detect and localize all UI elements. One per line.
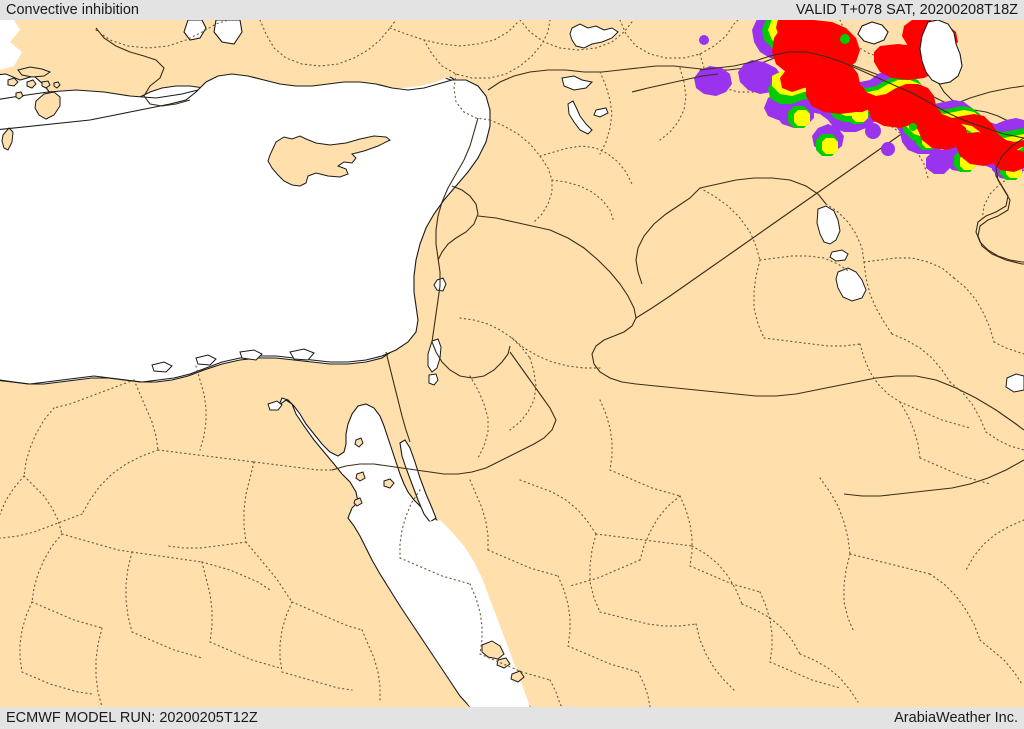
delta-lake-1 (151, 361, 173, 373)
footer-bar: ECMWF MODEL RUN: 20200205T12Z ArabiaWeat… (0, 707, 1024, 729)
model-run-label: ECMWF MODEL RUN: 20200205T12Z (6, 710, 258, 726)
border-lebanon (437, 185, 479, 261)
page-title: Convective inhibition (6, 2, 139, 18)
delta-lake-4 (289, 348, 315, 361)
border-egypt-israel (385, 351, 411, 443)
red-sea-island-3 (353, 497, 363, 507)
aegean-island-karpathos (1, 127, 14, 151)
lake-assad (561, 75, 594, 91)
sinai-tip-island (383, 478, 395, 489)
lake-urmia-overlay (919, 19, 963, 85)
border-iraq-saudi (635, 375, 1024, 431)
lake-tuz (569, 23, 619, 49)
border-jordan-saudi (331, 351, 557, 475)
gulf-of-aqaba (399, 439, 437, 523)
red-sea-island-6 (510, 670, 525, 683)
delta-lake-3 (239, 349, 263, 361)
aegean-island-small-1 (7, 77, 19, 87)
lake-tharthar (816, 205, 841, 245)
aegean-island-small-4 (53, 81, 61, 89)
lake-beysehir (567, 100, 593, 135)
attribution-label: ArabiaWeather Inc. (894, 710, 1018, 726)
black-sea-inlet (183, 19, 207, 41)
lake-syria-small (593, 107, 609, 118)
border-saudi-south (843, 459, 1024, 497)
delta-lake-2 (195, 354, 217, 366)
aegean-island-rhodes (34, 91, 61, 120)
aegean-island-small-5 (15, 91, 24, 100)
aegean-sea (0, 20, 22, 70)
lake-habbaniyah (829, 249, 849, 262)
red-sea-island-2 (355, 471, 366, 482)
border-syria-iraq-east (635, 187, 701, 285)
border-syria-jordan-iraq (477, 215, 637, 385)
lake-qarun (267, 400, 283, 411)
red-sea-island-5 (496, 657, 511, 669)
dead-sea (427, 338, 442, 373)
red-sea-island-1 (354, 437, 364, 448)
red-sea-island-4 (481, 640, 505, 660)
border-jordan-west (431, 341, 511, 379)
borders-over-contours (631, 51, 1024, 265)
lake-iraq-marsh (1005, 373, 1024, 393)
aegean-island-small-2 (26, 79, 37, 89)
dead-sea-south (428, 373, 439, 386)
cyprus-island (267, 135, 391, 187)
contour-isolated-green-specks (840, 34, 917, 131)
turkey-coastline-sea (0, 73, 491, 385)
aegean-island-small-3 (41, 80, 51, 89)
valid-time-label: VALID T+078 SAT, 20200208T18Z (795, 2, 1018, 18)
border-levant-coast (431, 117, 479, 343)
aegean-island-crete-east (17, 66, 52, 78)
header-bar: Convective inhibition VALID T+078 SAT, 2… (0, 0, 1024, 20)
red-sea-east-coast (358, 516, 530, 707)
border-iraq-north (699, 177, 827, 205)
contour-isolated-blobs (699, 35, 895, 156)
border-syria-iraq-diagonal (635, 85, 1024, 319)
lake-razzaza (835, 267, 867, 302)
border-turkey-west (95, 27, 191, 107)
lake-van-overlay (857, 21, 889, 45)
gulf-north-small (213, 19, 243, 45)
